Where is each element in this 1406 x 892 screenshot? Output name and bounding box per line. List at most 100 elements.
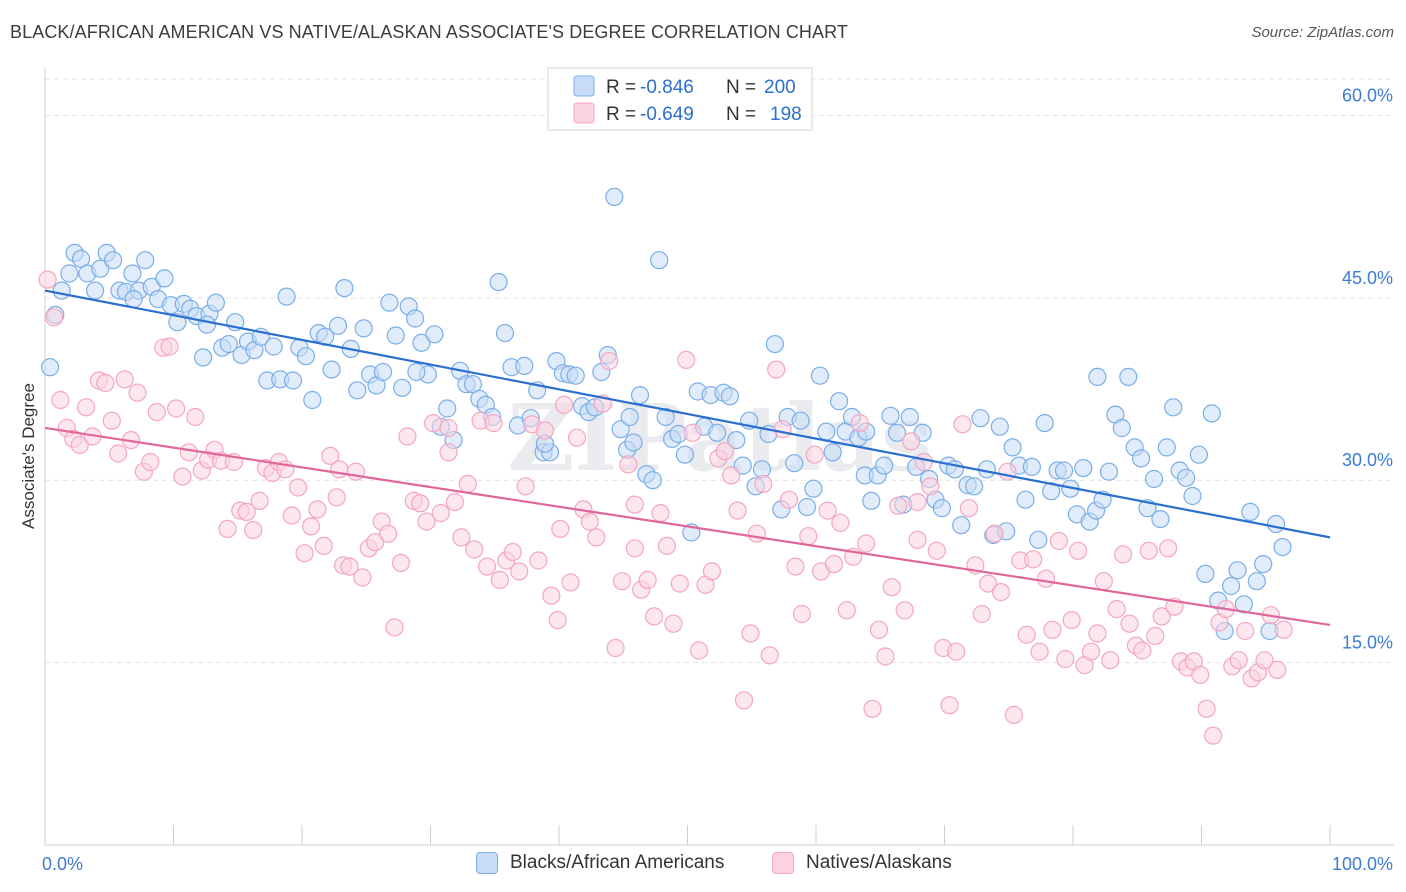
point-natives [167, 399, 186, 418]
legend-n-label-natives: N = [726, 104, 756, 125]
point-natives [391, 553, 410, 573]
point-natives [644, 607, 664, 626]
y-tick-label: 30.0% [1342, 450, 1393, 470]
point-blacks [605, 187, 624, 206]
point-natives [702, 562, 722, 581]
point-natives [760, 646, 779, 665]
point-blacks [1189, 445, 1209, 464]
point-natives [985, 524, 1004, 543]
point-blacks [495, 324, 515, 343]
point-blacks [1112, 418, 1131, 438]
point-natives [51, 390, 70, 410]
point-blacks [1266, 514, 1286, 534]
point-natives [398, 427, 417, 446]
point-natives [1094, 572, 1113, 591]
point-blacks [489, 273, 508, 292]
point-natives [850, 414, 869, 433]
point-natives [308, 500, 327, 519]
point-blacks [1221, 576, 1241, 596]
point-blacks [197, 315, 216, 334]
point-blacks [810, 366, 830, 385]
point-blacks [1247, 572, 1266, 591]
point-natives [244, 520, 263, 540]
point-natives [940, 696, 959, 715]
point-blacks [791, 411, 810, 430]
point-blacks [155, 269, 174, 288]
point-natives [490, 570, 509, 590]
point-blacks [40, 358, 60, 377]
point-natives [44, 308, 64, 327]
point-natives [417, 512, 436, 531]
point-natives [895, 601, 914, 620]
point-blacks [675, 445, 695, 464]
point-blacks [862, 491, 881, 510]
point-blacks [1003, 438, 1022, 457]
point-natives [1274, 620, 1293, 639]
point-natives [946, 642, 966, 661]
point-natives [353, 568, 372, 587]
point-blacks [328, 316, 348, 335]
point-blacks [1016, 490, 1035, 509]
point-blacks [412, 333, 431, 352]
point-natives [869, 620, 889, 639]
point-natives [439, 418, 458, 438]
point-blacks [303, 390, 322, 410]
point-natives [109, 444, 128, 463]
point-natives [824, 554, 844, 574]
point-natives [1203, 726, 1223, 745]
point-natives [991, 582, 1011, 602]
legend-top: R = -0.846 N = 200 R = -0.649 N = 198 [547, 67, 813, 131]
point-blacks [168, 313, 187, 332]
point-blacks [1183, 486, 1202, 506]
source-label: Source: ZipAtlas.com [1251, 24, 1394, 41]
point-blacks [91, 259, 110, 278]
point-natives [972, 604, 991, 624]
point-natives [1030, 642, 1049, 661]
point-natives [439, 443, 458, 462]
point-blacks [1131, 449, 1151, 468]
point-blacks [277, 287, 296, 306]
point-natives [953, 415, 972, 434]
legend-bottom-swatch-blacks [476, 852, 498, 874]
point-natives [1133, 641, 1152, 660]
point-blacks [964, 477, 984, 496]
point-natives [551, 519, 570, 539]
point-natives [535, 421, 555, 440]
y-tick-label: 15.0% [1342, 633, 1393, 653]
point-natives [1043, 620, 1062, 639]
point-natives [638, 570, 657, 590]
axes [44, 68, 1394, 846]
point-blacks [1241, 502, 1260, 521]
point-natives [1120, 614, 1139, 633]
point-natives [477, 557, 497, 576]
point-natives [831, 513, 850, 532]
point-natives [606, 638, 625, 658]
point-natives [799, 527, 818, 546]
point-blacks [630, 386, 650, 405]
point-natives [186, 407, 205, 427]
point-natives [1036, 569, 1056, 588]
point-natives [587, 528, 606, 547]
point-blacks [1202, 404, 1221, 423]
point-natives [160, 337, 179, 356]
point-blacks [817, 422, 836, 441]
point-blacks [624, 433, 643, 452]
point-natives [128, 383, 147, 402]
point-natives [179, 443, 198, 462]
point-blacks [60, 264, 79, 283]
point-natives [141, 452, 160, 472]
point-blacks [707, 423, 727, 442]
point-natives [1088, 624, 1107, 643]
legend-item-natives: Natives/Alaskans [772, 852, 952, 874]
point-natives [927, 541, 946, 560]
legend-bottom: Blacks/African Americans Natives/Alaskan… [0, 852, 1406, 876]
point-natives [670, 574, 689, 593]
point-natives [901, 432, 921, 451]
point-natives [1101, 651, 1120, 670]
point-natives [282, 506, 301, 525]
point-blacks [438, 399, 457, 418]
point-natives [683, 423, 702, 442]
point-natives [567, 428, 587, 447]
x-tick-label: 100.0% [1332, 854, 1393, 874]
point-natives [767, 360, 786, 379]
